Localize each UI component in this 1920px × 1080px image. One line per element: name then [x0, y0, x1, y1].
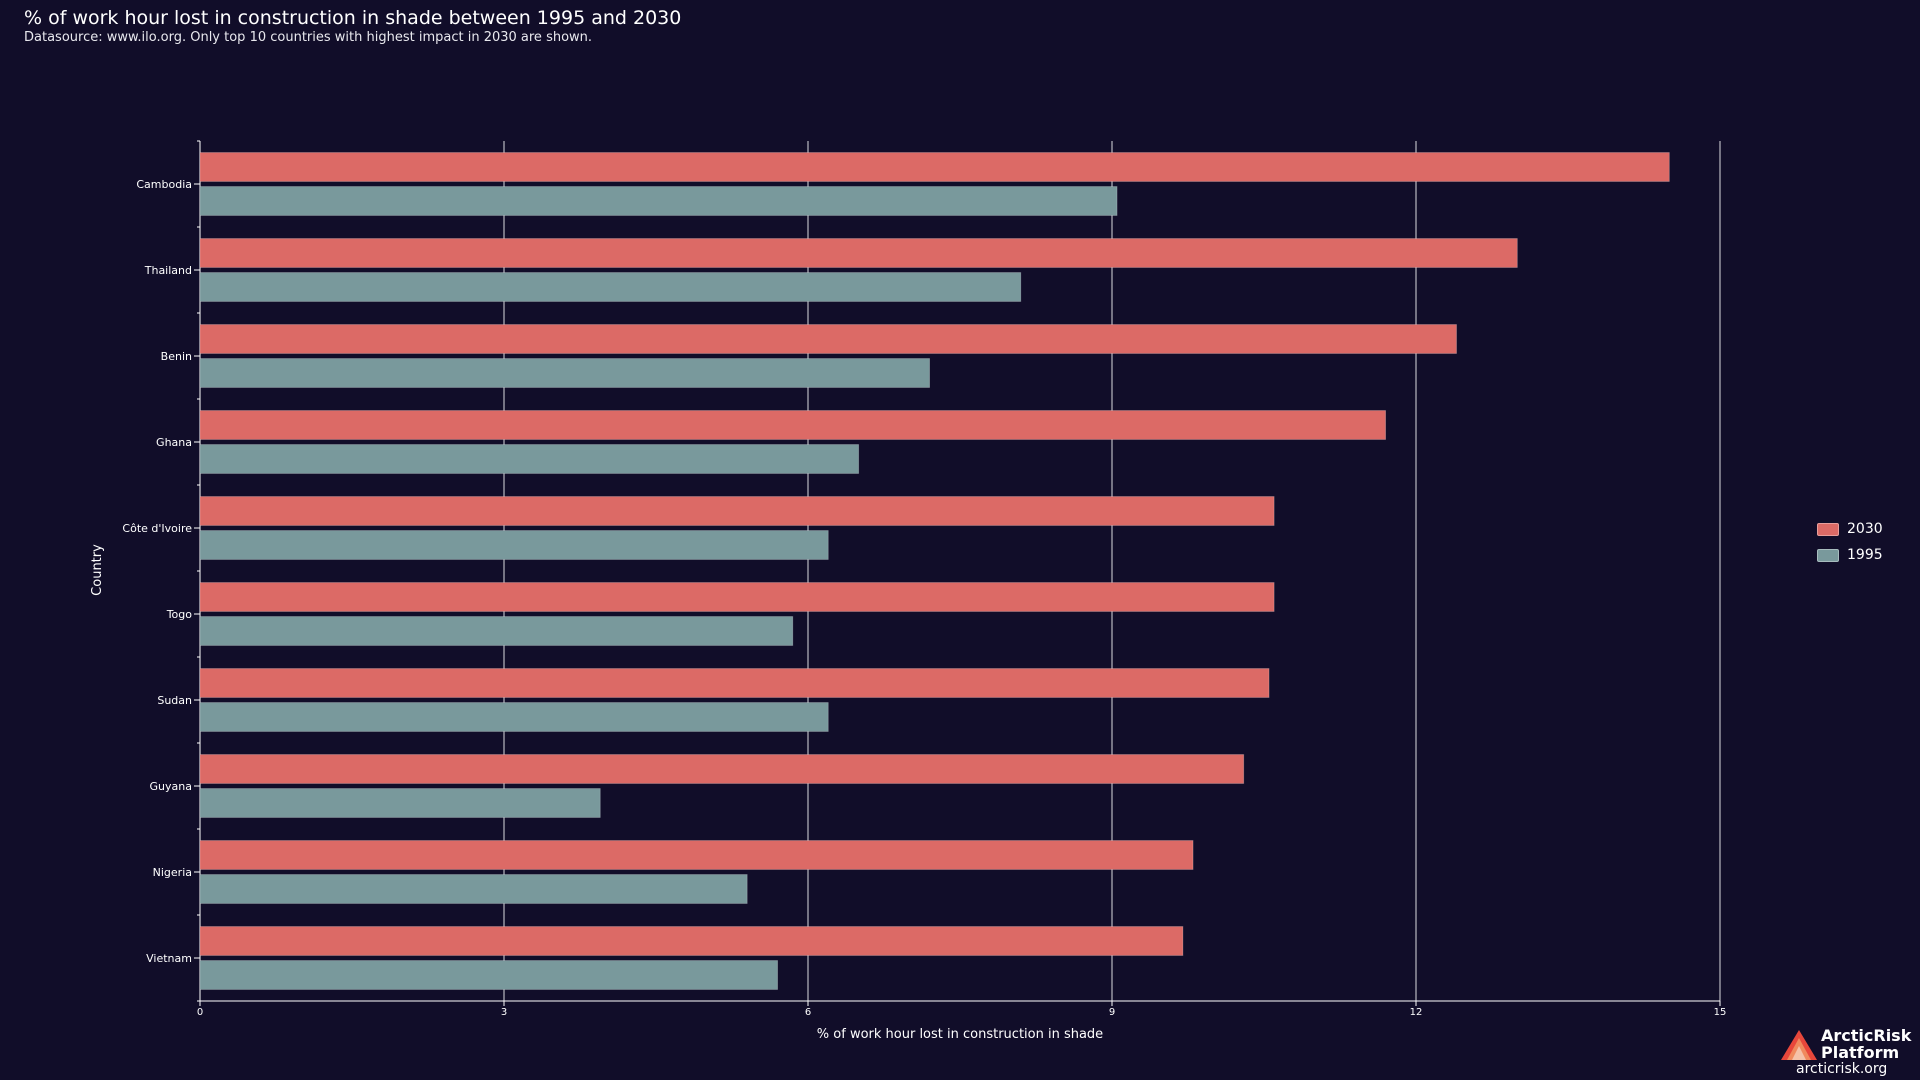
bar-1995-c-te-d-ivoire[interactable]	[199, 530, 829, 560]
bar-2030-benin[interactable]	[199, 324, 1457, 354]
bar-2030-thailand[interactable]	[199, 238, 1518, 268]
x-tick-label: 6	[805, 1007, 811, 1018]
bar-1995-thailand[interactable]	[199, 272, 1022, 302]
y-tick-label: Cambodia	[136, 178, 192, 191]
axes: 0 3 6 9 12 15 Cambodia Thailand Benin Ghana Côte d…	[122, 140, 1727, 1018]
bar-1995-sudan[interactable]	[199, 702, 829, 732]
logo-name-line2: Platform	[1821, 1043, 1900, 1062]
x-axis-label: % of work hour lost in construction in s…	[817, 1027, 1103, 1042]
bar-2030-vietnam[interactable]	[199, 926, 1184, 956]
x-tick-label: 0	[197, 1007, 203, 1018]
bar-1995-cambodia[interactable]	[199, 186, 1118, 216]
bar-1995-ghana[interactable]	[199, 444, 860, 474]
bar-2030-togo[interactable]	[199, 582, 1275, 612]
bar-1995-vietnam[interactable]	[199, 960, 778, 990]
bar-2030-ghana[interactable]	[199, 410, 1386, 440]
legend-label-1995: 1995	[1847, 547, 1883, 563]
y-tick-label: Vietnam	[146, 952, 192, 965]
y-tick-label: Thailand	[144, 264, 192, 277]
bar-1995-togo[interactable]	[199, 616, 794, 646]
logo-url: arcticrisk.org	[1796, 1061, 1888, 1077]
bar-1995-benin[interactable]	[199, 358, 930, 388]
y-tick-label: Togo	[166, 608, 193, 621]
y-tick-label: Guyana	[150, 780, 192, 793]
y-tick-label: Côte d'Ivoire	[122, 522, 192, 535]
bar-1995-nigeria[interactable]	[199, 874, 748, 904]
triangle-logo-icon	[1781, 1030, 1817, 1060]
bar-2030-guyana[interactable]	[199, 754, 1245, 784]
x-tick-label: 9	[1109, 1007, 1115, 1018]
bar-1995-guyana[interactable]	[199, 788, 601, 818]
y-tick-label: Benin	[161, 350, 192, 363]
logo-name-line1: ArcticRisk	[1821, 1026, 1912, 1045]
x-tick-label: 12	[1410, 1007, 1423, 1018]
arcticrisk-logo[interactable]: ArcticRisk Platform arcticrisk.org	[1780, 1026, 1912, 1078]
bar-2030-nigeria[interactable]	[199, 840, 1194, 870]
bar-2030-c-te-d-ivoire[interactable]	[199, 496, 1275, 526]
bar-2030-cambodia[interactable]	[199, 152, 1670, 182]
chart-subtitle: Datasource: www.ilo.org. Only top 10 cou…	[24, 30, 593, 45]
y-tick-label: Sudan	[157, 694, 192, 707]
x-tick-label: 3	[501, 1007, 507, 1018]
legend-swatch-2030	[1817, 522, 1839, 536]
legend-swatch-1995	[1817, 548, 1839, 562]
chart-title: % of work hour lost in construction in s…	[24, 7, 682, 29]
y-axis-label: Country	[90, 544, 105, 596]
bar-2030-sudan[interactable]	[199, 668, 1270, 698]
gridlines	[199, 141, 1721, 1001]
legend-label-2030: 2030	[1847, 521, 1883, 537]
bars	[199, 152, 1670, 990]
legend-item-1995[interactable]: 1995	[1817, 542, 1883, 568]
y-tick-label: Ghana	[156, 436, 192, 449]
legend: 2030 1995	[1817, 516, 1883, 568]
y-tick-label: Nigeria	[153, 866, 192, 879]
legend-item-2030[interactable]: 2030	[1817, 516, 1883, 542]
x-tick-label: 15	[1714, 1007, 1727, 1018]
